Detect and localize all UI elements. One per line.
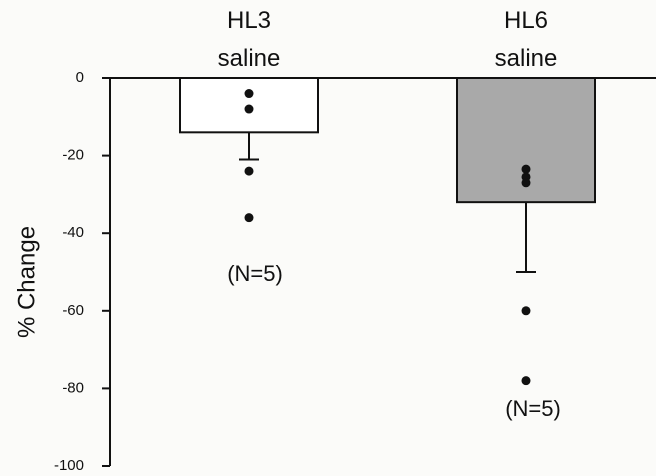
category-label: HL3 saline [217, 7, 281, 72]
y-tick-label: -80 [62, 379, 84, 396]
y-tick-label: 0 [76, 69, 84, 86]
data-point [521, 376, 531, 386]
data-point [244, 89, 254, 99]
annotation: (N=5) [227, 261, 283, 286]
y-tick-label: -20 [62, 147, 84, 164]
data-point [521, 306, 531, 316]
y-tick-label: -60 [62, 302, 84, 319]
y-tick-label: -100 [54, 457, 84, 474]
data-point [521, 178, 531, 188]
data-point [521, 164, 531, 174]
data-point [244, 104, 254, 114]
data-point [244, 213, 254, 223]
y-tick-label: -40 [62, 224, 84, 241]
annotation: (N=5) [505, 396, 561, 421]
category-label: HL6 saline [494, 7, 558, 72]
y-axis-label: % Change [13, 226, 40, 338]
data-point [244, 166, 254, 176]
